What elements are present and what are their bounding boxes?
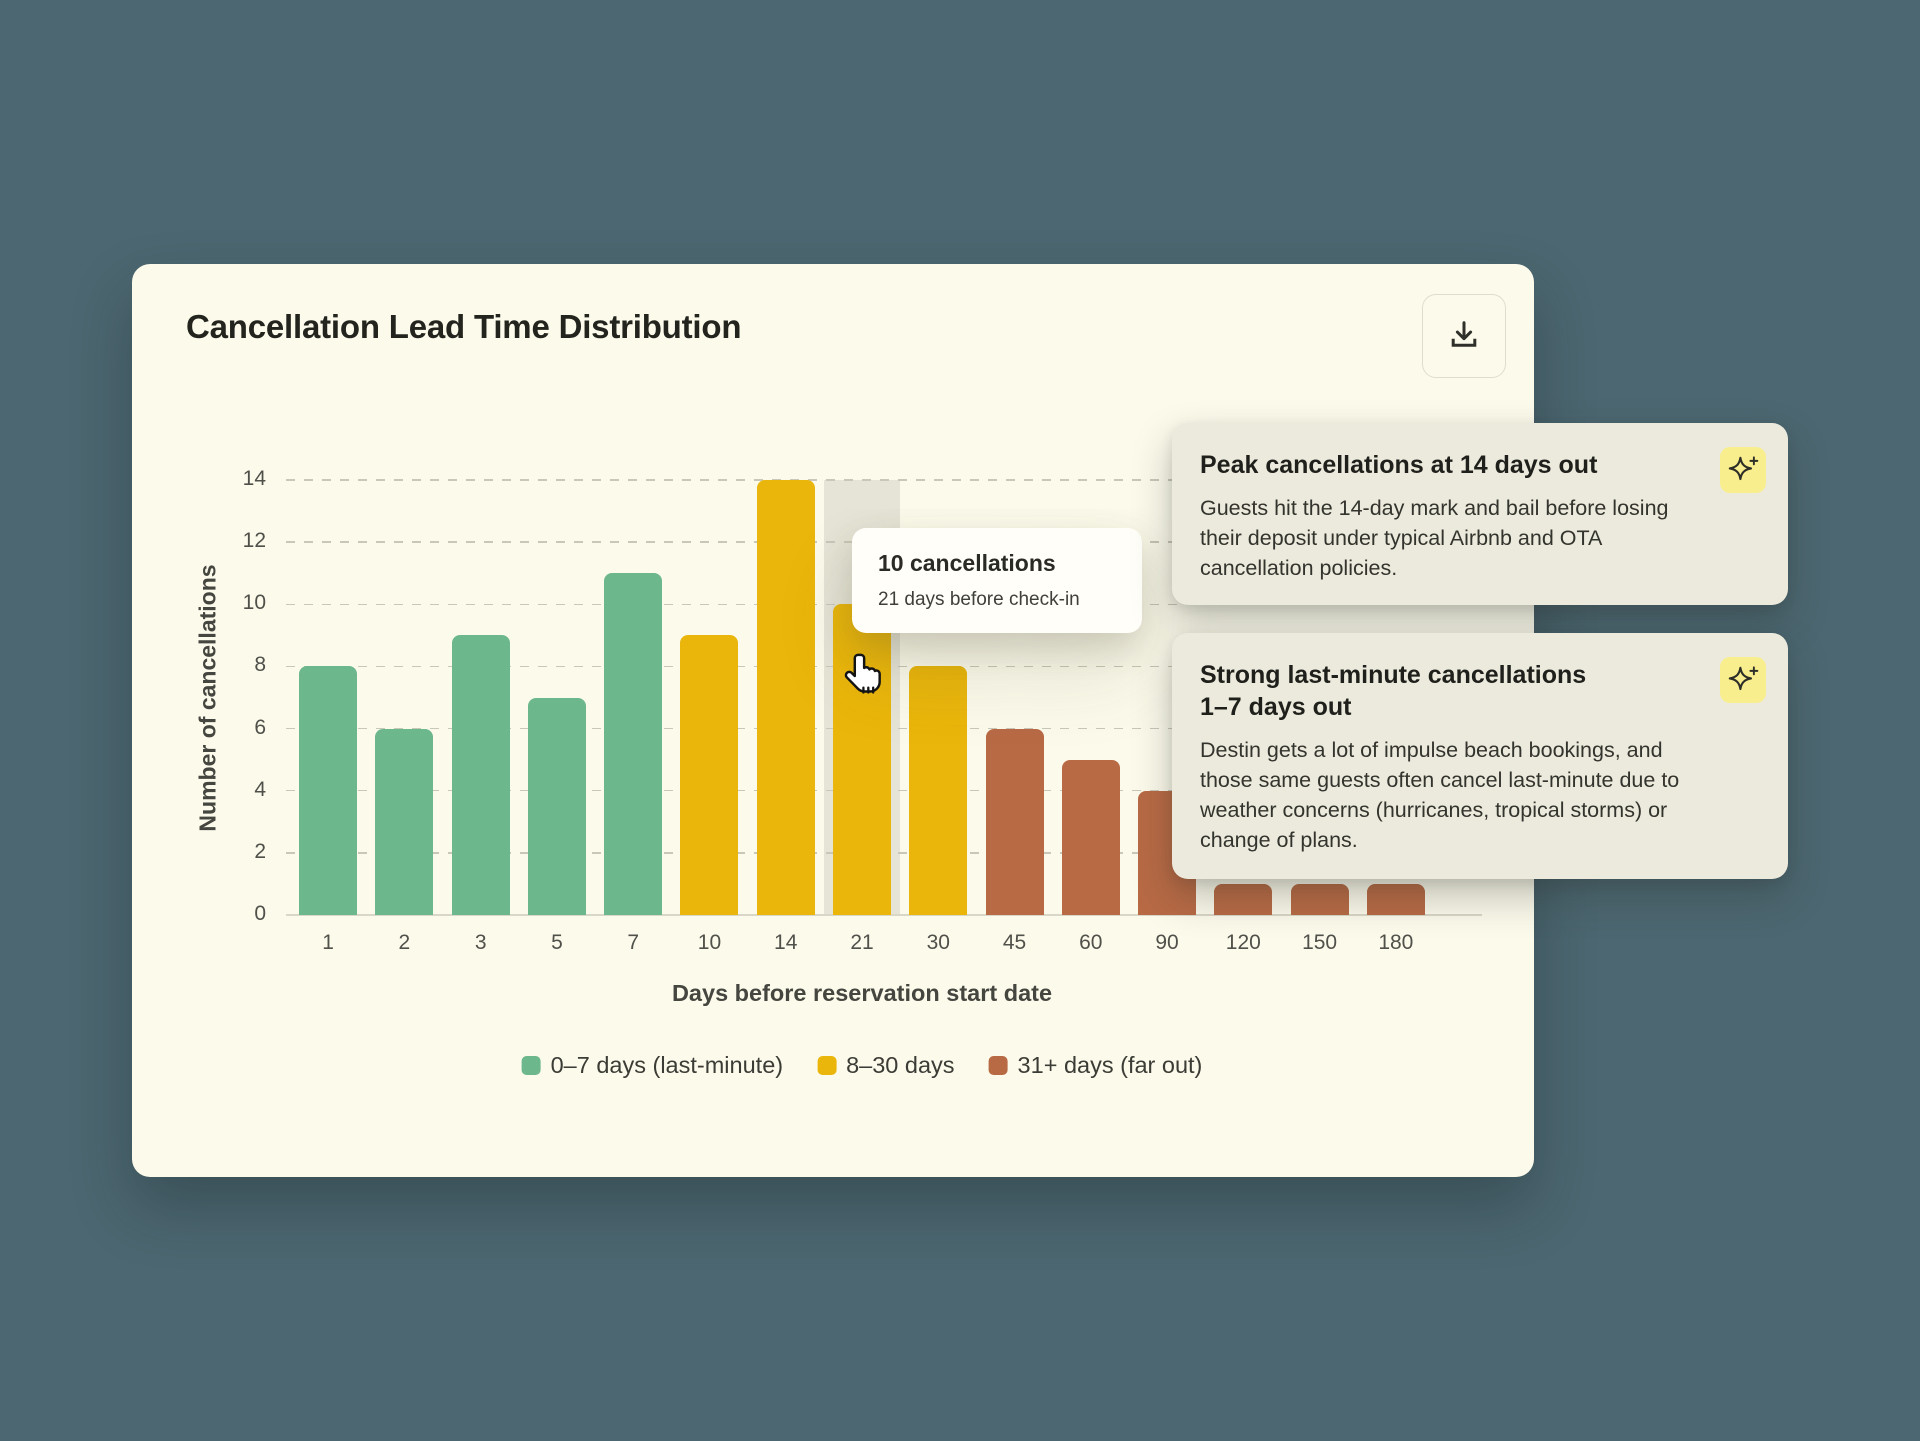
y-tick-label: 8 — [254, 653, 266, 677]
bar-45-days[interactable] — [985, 728, 1044, 915]
legend: 0–7 days (last-minute) 8–30 days 31+ days … — [521, 1052, 1203, 1079]
bar-14-days[interactable] — [756, 480, 815, 915]
insight-title: Strong last-minute cancellations 1–7 day… — [1200, 661, 1587, 721]
legend-item-rust: 31+ days (far out) — [988, 1052, 1203, 1079]
legend-marker-yellow — [817, 1056, 837, 1075]
tooltip-label: 21 days before check-in — [878, 589, 1080, 610]
download-button[interactable] — [1422, 294, 1506, 378]
x-tick-label: 5 — [551, 931, 563, 954]
legend-item-yellow: 8–30 days — [817, 1052, 955, 1079]
bar-60-days[interactable] — [1061, 759, 1120, 915]
x-tick-label: 120 — [1225, 931, 1261, 954]
bar-21-days[interactable] — [833, 604, 891, 915]
legend-label: 0–7 days (last-minute) — [550, 1052, 784, 1078]
y-tick-label: 6 — [254, 715, 266, 739]
y-tick-label: 4 — [254, 777, 266, 801]
bar-2-days[interactable] — [375, 728, 434, 915]
y-tick-label: 14 — [242, 467, 266, 490]
insight-card-peak-cancellations: Peak cancellations at 14 days out Guests… — [1172, 423, 1788, 605]
x-tick-label: 30 — [926, 931, 950, 954]
x-tick-label: 14 — [774, 931, 798, 954]
sparkle-icon — [1720, 657, 1766, 703]
bar-1-days[interactable] — [299, 666, 358, 915]
legend-label: 31+ days (far out) — [1017, 1052, 1203, 1078]
y-tick-label: 10 — [242, 591, 266, 615]
x-axis-title: Days before reservation start date — [671, 980, 1053, 1006]
hand-cursor-icon — [844, 653, 881, 694]
legend-item-green: 0–7 days (last-minute) — [521, 1052, 784, 1079]
x-tick-label: 3 — [474, 931, 487, 954]
x-tick-label: 180 — [1378, 931, 1414, 954]
legend-marker-rust — [988, 1056, 1008, 1075]
x-tick-label: 7 — [627, 931, 640, 954]
x-tick-label: 1 — [322, 931, 334, 954]
tooltip-value: 10 cancellations — [878, 550, 1056, 576]
x-axis-line — [286, 914, 1482, 916]
legend-marker-green — [521, 1056, 541, 1075]
x-tick-label: 2 — [398, 931, 411, 954]
x-tick-label: 10 — [697, 931, 722, 954]
y-tick-label: 12 — [242, 529, 266, 553]
x-tick-label: 21 — [850, 931, 874, 954]
x-tick-label: 90 — [1155, 931, 1179, 954]
y-tick-label: 0 — [254, 902, 266, 925]
chart-tooltip: 10 cancellations 21 days before check-in — [852, 528, 1142, 633]
bar-3-days[interactable] — [451, 635, 510, 915]
chart-title: Cancellation Lead Time Distribution — [186, 308, 742, 345]
bar-120-days[interactable] — [1214, 883, 1273, 915]
x-tick-label: 150 — [1302, 931, 1338, 954]
bar-30-days[interactable] — [909, 666, 968, 915]
insight-title: Peak cancellations at 14 days out — [1200, 451, 1598, 479]
download-icon — [1451, 321, 1477, 347]
x-tick-label: 45 — [1002, 931, 1027, 954]
bar-10-days[interactable] — [680, 635, 739, 915]
gridline — [286, 479, 1482, 481]
insight-card-last-minute-cancellations: Strong last-minute cancellations 1–7 day… — [1172, 633, 1788, 879]
bar-150-days[interactable] — [1290, 883, 1349, 915]
bar-5-days[interactable] — [527, 697, 586, 915]
sparkle-icon — [1720, 447, 1766, 493]
legend-label: 8–30 days — [846, 1052, 955, 1078]
bar-7-days[interactable] — [604, 573, 663, 915]
y-tick-label: 2 — [254, 839, 266, 863]
x-tick-label: 60 — [1079, 931, 1103, 954]
insight-body: Destin gets a lot of impulse beach booki… — [1200, 738, 1680, 852]
bar-180-days[interactable] — [1366, 883, 1425, 915]
insight-body: Guests hit the 14-day mark and bail befo… — [1200, 496, 1669, 580]
